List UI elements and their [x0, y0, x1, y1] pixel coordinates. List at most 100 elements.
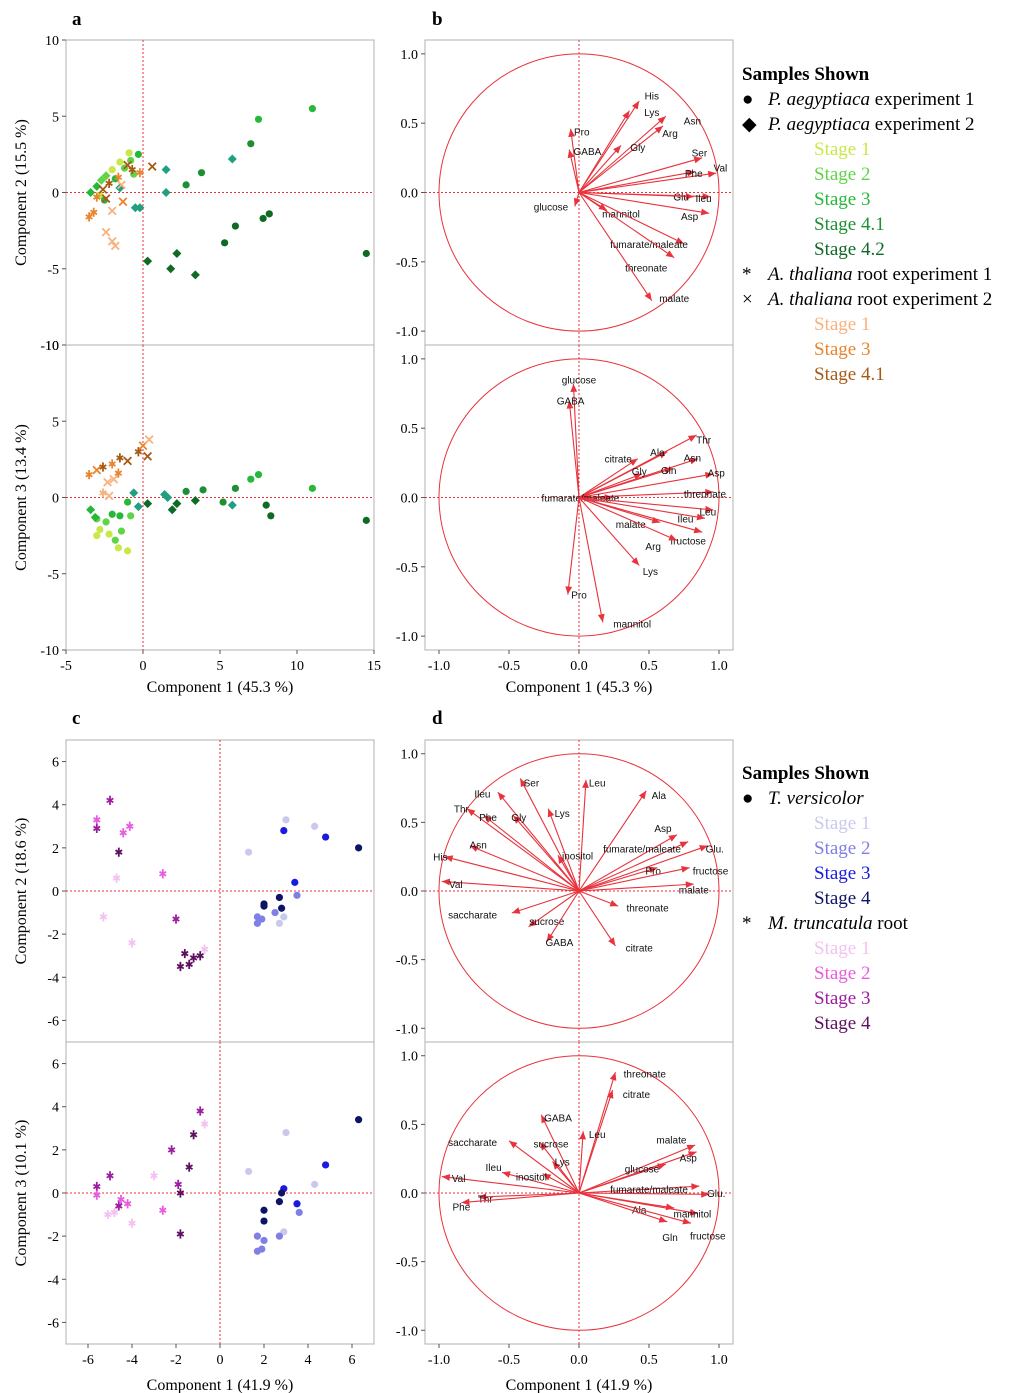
- data-point-asterisk: [99, 488, 107, 498]
- data-point-asterisk: [134, 447, 143, 457]
- legend-species: M. truncatula: [768, 913, 873, 934]
- data-point-diamond: [96, 175, 106, 185]
- loading-label: Ileu: [486, 1163, 502, 1174]
- loading-vector: [444, 856, 580, 892]
- data-point-circle: [260, 902, 268, 910]
- loading-arrowhead: [613, 145, 621, 154]
- panel-letter-b: b: [432, 9, 443, 30]
- data-point-circle: [258, 1245, 266, 1253]
- y-tick-label: 0.5: [401, 816, 419, 831]
- y-tick-label: 2: [52, 1144, 59, 1159]
- loading-vector: [578, 144, 622, 193]
- legend-group: × A. thaliana root experiment 2: [742, 287, 1032, 312]
- loading-arrowhead: [644, 292, 652, 301]
- data-point-asterisk: [106, 1171, 114, 1181]
- loading-vector: [578, 1192, 692, 1224]
- loading-vector: [578, 125, 664, 193]
- legend-species: P. aegyptiaca: [768, 89, 871, 110]
- y-tick-label: -4: [47, 971, 59, 986]
- data-point-diamond: [86, 188, 96, 197]
- data-point-asterisk: [176, 1188, 185, 1198]
- loading-vector: [461, 1192, 580, 1204]
- legend-stage: Stage 4.1: [814, 364, 885, 385]
- data-point-asterisk: [114, 172, 123, 182]
- loading-arrowhead: [696, 513, 705, 521]
- legend-stage: Stage 3: [814, 339, 871, 360]
- loading-arrowhead: [622, 110, 630, 120]
- loading-vector: [578, 1192, 668, 1223]
- loading-label: inositol: [516, 1173, 547, 1184]
- data-point-circle: [125, 149, 133, 157]
- legend-marker: ●: [742, 788, 754, 809]
- loading-vector: [578, 845, 708, 892]
- data-point-asterisk: [119, 828, 127, 838]
- data-point-cross: [92, 465, 102, 475]
- data-point-circle: [253, 919, 261, 927]
- x-tick-label: -1.0: [428, 1353, 450, 1368]
- y-tick-label: 5: [52, 415, 59, 430]
- legend-marker: ×: [742, 289, 753, 310]
- loading-vector: [578, 473, 643, 499]
- loading-arrowhead: [689, 457, 698, 465]
- y-tick-label: -5: [47, 568, 59, 583]
- data-point-circle: [280, 827, 288, 835]
- loading-vector: [578, 192, 653, 301]
- loading-label: Asn: [684, 116, 701, 127]
- data-point-asterisk: [159, 869, 167, 879]
- data-point-circle: [322, 833, 330, 841]
- loading-label: Gln: [662, 1233, 678, 1244]
- x-tick-label: 5: [217, 659, 224, 674]
- loading-label: mannitol: [613, 620, 651, 631]
- x-tick-label: -2: [170, 1353, 182, 1368]
- loading-arrowhead: [598, 203, 607, 211]
- data-point-asterisk: [99, 912, 108, 922]
- data-point-circle: [362, 516, 370, 524]
- y-tick-label: 0: [52, 492, 59, 507]
- loading-label: fructose: [693, 866, 729, 877]
- data-point-cross: [123, 456, 133, 466]
- y-tick-label: -6: [47, 1316, 59, 1331]
- data-point-circle: [114, 544, 122, 552]
- data-point-circle: [280, 1228, 288, 1236]
- loading-vector: [483, 815, 580, 892]
- loading-label: Leu: [699, 507, 716, 518]
- data-point-asterisk: [112, 873, 121, 883]
- loading-vector: [578, 191, 711, 198]
- loading-label: Val: [714, 164, 728, 175]
- data-point-circle: [293, 891, 301, 899]
- loading-label: glucose: [625, 1164, 660, 1175]
- data-point-asterisk: [200, 944, 209, 954]
- data-point-diamond: [90, 512, 100, 522]
- loading-arrowhead: [704, 471, 714, 479]
- loading-vector: [578, 883, 694, 892]
- x-tick-label: 6: [349, 1353, 356, 1368]
- loading-label: Glu: [673, 193, 689, 204]
- legend-bottom: Samples Shown ● T. versicolor Stage 1 Stage …: [742, 761, 1032, 1036]
- loading-label: citrate: [605, 455, 633, 466]
- loading-arrowhead: [547, 808, 555, 818]
- loading-label: threonate: [624, 1070, 667, 1081]
- data-point-diamond: [143, 256, 153, 266]
- data-point-circle: [322, 1161, 330, 1169]
- loading-label: GABA: [544, 1114, 572, 1125]
- loading-label: threonate: [626, 903, 669, 914]
- data-point-circle: [93, 532, 101, 540]
- y-axis-title: Component 2 (15.5 %): [13, 119, 30, 266]
- data-point-circle: [108, 166, 116, 174]
- loading-vector: [519, 778, 580, 892]
- legend-stage: Stage 3: [814, 863, 871, 884]
- loading-vector: [547, 808, 580, 892]
- x-tick-label: 1.0: [710, 1353, 728, 1368]
- loading-arrowhead: [691, 1183, 700, 1190]
- legend-stage: Stage 3: [814, 988, 871, 1009]
- x-tick-label: 1.0: [710, 659, 728, 674]
- data-point-diamond: [115, 183, 125, 193]
- legend-stage: Stage 1: [814, 938, 871, 959]
- data-point-circle: [308, 484, 316, 492]
- y-tick-label: 0.0: [401, 492, 419, 507]
- loading-label: Pro: [571, 591, 587, 602]
- data-point-asterisk: [200, 1119, 209, 1129]
- data-point-circle: [260, 1217, 268, 1225]
- loading-arrowhead: [579, 1131, 587, 1140]
